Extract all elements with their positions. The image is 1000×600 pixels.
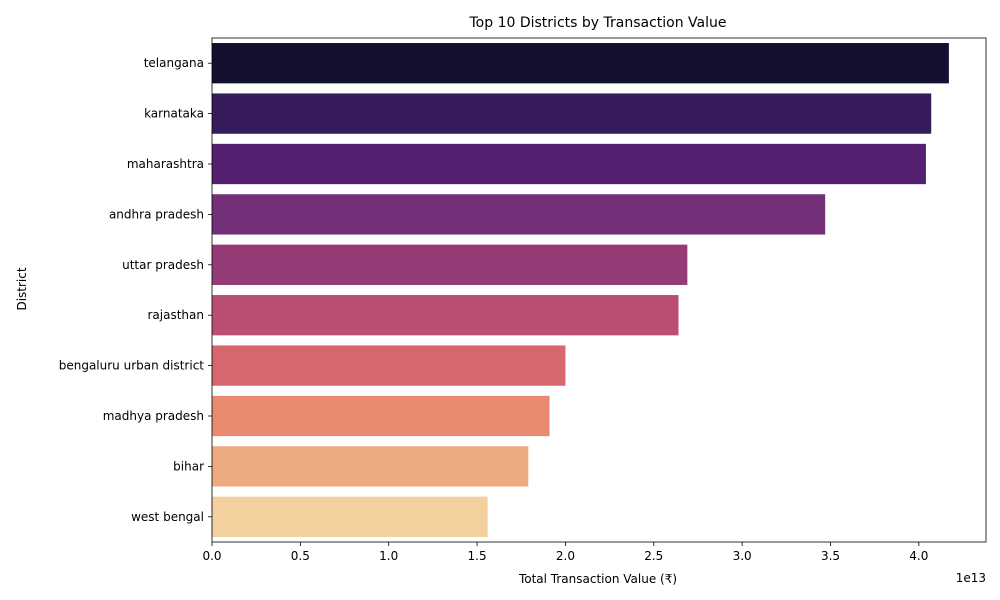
x-axis-title: Total Transaction Value (₹) bbox=[518, 572, 677, 586]
y-tick-label: karnataka bbox=[144, 107, 204, 121]
bar bbox=[212, 345, 566, 386]
y-tick-label: bengaluru urban district bbox=[59, 359, 205, 373]
x-tick-label: 1.0 bbox=[379, 549, 398, 563]
bar bbox=[212, 93, 932, 134]
x-tick-label: 2.0 bbox=[556, 549, 575, 563]
bar bbox=[212, 395, 550, 437]
x-tick-label: 4.0 bbox=[909, 549, 928, 563]
y-tick-label: telangana bbox=[144, 56, 204, 70]
y-tick-label: maharashtra bbox=[127, 157, 204, 171]
y-tick-label: madhya pradesh bbox=[103, 409, 204, 423]
x-tick-label: 3.0 bbox=[733, 549, 752, 563]
bar bbox=[212, 143, 926, 185]
y-tick-label: andhra pradesh bbox=[109, 207, 204, 221]
x-axis-offset-label: 1e13 bbox=[956, 571, 986, 585]
chart-title: Top 10 Districts by Transaction Value bbox=[469, 15, 727, 31]
bar bbox=[212, 43, 949, 84]
x-tick-label: 0.0 bbox=[202, 549, 221, 563]
x-tick-label: 0.5 bbox=[291, 549, 310, 563]
axes-spines bbox=[211, 37, 987, 543]
y-tick-label: rajasthan bbox=[148, 308, 205, 322]
bar bbox=[212, 244, 688, 285]
x-tick-label: 3.5 bbox=[821, 549, 840, 563]
bars-group bbox=[212, 43, 949, 537]
axes-frame bbox=[211, 37, 987, 543]
bar bbox=[212, 194, 826, 235]
x-tick-label: 1.5 bbox=[468, 549, 487, 563]
bar bbox=[212, 295, 679, 336]
y-axis-ticks: telangana karnataka maharashtra andhra prad… bbox=[59, 56, 212, 524]
y-tick-label: west bengal bbox=[131, 510, 204, 524]
y-axis-title: District bbox=[15, 267, 29, 310]
bar bbox=[212, 496, 488, 537]
x-axis-ticks: 0.0 0.5 1.0 1.5 2.0 2.5 3.0 3.5 4.0 bbox=[202, 542, 928, 563]
y-tick-label: bihar bbox=[173, 459, 204, 473]
x-tick-label: 2.5 bbox=[644, 549, 663, 563]
bar bbox=[212, 446, 529, 487]
y-tick-label: uttar pradesh bbox=[122, 258, 204, 272]
